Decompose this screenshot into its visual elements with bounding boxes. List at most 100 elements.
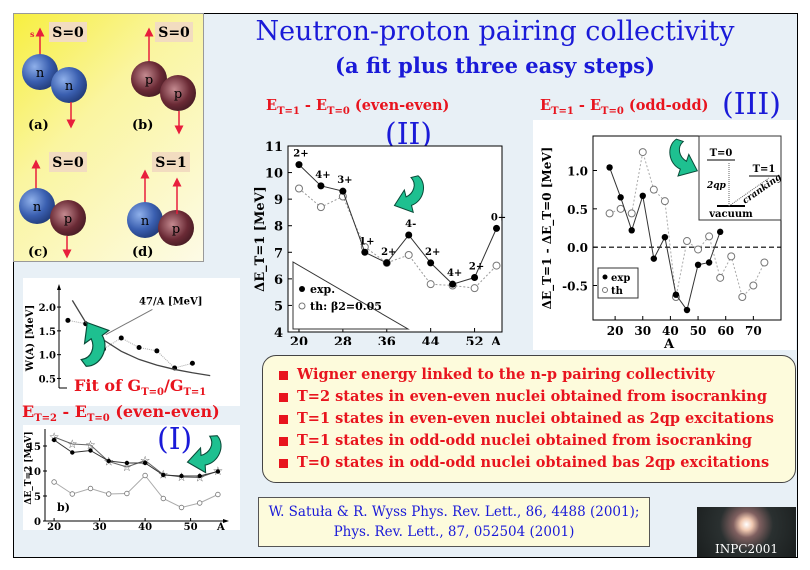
x-tick-label: 20 (290, 335, 308, 345)
th-stars-point: ☆ (67, 437, 78, 451)
summary-item: T=1 states in even-even nuclei obtained … (279, 408, 795, 430)
exp-point (694, 261, 702, 268)
exp-point (215, 469, 221, 474)
th-low-point (160, 495, 166, 502)
legend-marker (299, 286, 305, 292)
exp-point (661, 234, 669, 241)
wigner-data-line (67, 319, 193, 369)
point-label: 2+ (469, 262, 484, 273)
point-label: 4- (405, 219, 416, 230)
th-line (298, 188, 497, 289)
neutron-sphere (22, 54, 58, 90)
exp-point (650, 255, 658, 262)
th-point (727, 252, 736, 261)
exp-point (683, 306, 691, 314)
nucleon-label: p (64, 212, 72, 227)
legend-label: th (611, 286, 624, 297)
exp-point (361, 248, 369, 256)
y-tick-label: 5 (274, 299, 283, 314)
spin-label-bg (152, 152, 190, 172)
step-ii-heading: ET=1 - ET=0 (even-even) (266, 97, 450, 117)
th-low-point (215, 491, 221, 498)
nucleon-label: n (36, 66, 45, 81)
slide-subtitle: (a fit plus three easy steps) (335, 53, 655, 78)
inset-level-label: T=0 (710, 148, 733, 159)
th-stars-point: ☆ (140, 454, 151, 468)
wigner-data-point (154, 348, 160, 354)
bullet-square-icon (279, 392, 288, 402)
annotation-leader (105, 308, 153, 336)
curved-arrow-shape (80, 321, 111, 367)
y-tick-label: 10 (27, 467, 41, 478)
curved-arrow-icon (393, 175, 425, 214)
summary-box: Wigner energy linked to the n-p pairing … (262, 355, 796, 483)
th-point (649, 185, 658, 194)
legend-marker (298, 302, 306, 310)
nucleon-label: p (145, 73, 153, 88)
th-stars-line (53, 436, 219, 479)
th-point (716, 273, 725, 282)
spin-label-bg (49, 22, 87, 42)
x-tick-label: 70 (745, 324, 762, 338)
exp-point (427, 259, 435, 267)
y-axis-label: W(A) [MeV] (25, 305, 36, 373)
exp-point (705, 259, 713, 266)
exp-point (383, 259, 391, 267)
legend-label: th: β2=0.05 (310, 300, 382, 313)
reference-line-2: Phys. Rev. Lett., 87, 052504 (2001) (333, 524, 575, 540)
curved-arrow-shape (393, 175, 425, 214)
pairing-diagram-panel: S=0 s n n (a) S=0 p p (b) S=0 (13, 13, 204, 262)
y-tick-label: 2.0 (39, 303, 56, 314)
exp-point (339, 187, 347, 195)
summary-item: T=1 states in odd-odd nuclei obtained fr… (279, 430, 795, 452)
exp-point (317, 182, 325, 190)
y-tick-label: 1.5 (39, 327, 56, 338)
bullet-square-icon (279, 436, 288, 446)
y-tick-label: 1.0 (39, 351, 56, 362)
th-point (316, 203, 325, 212)
logo-text: INPC2001 (714, 542, 779, 556)
bullet-square-icon (279, 370, 288, 380)
x-axis-label: A (490, 335, 502, 345)
y-tick-label: 5 (34, 492, 41, 503)
point-label: 2+ (425, 247, 440, 258)
x-axis-label: A (663, 337, 675, 350)
th-low-point (51, 479, 57, 485)
th-stars-point: ☆ (49, 430, 60, 444)
y-axis-arrow-icon (57, 284, 61, 290)
y-axis-label: ΔE_T=1 [MeV] (253, 186, 268, 292)
x-tick-label: 30 (93, 522, 107, 530)
legend-box (597, 267, 639, 299)
neutron-sphere (19, 188, 55, 224)
legend-marker (602, 274, 608, 280)
th-point (616, 204, 625, 213)
th-point (470, 284, 479, 293)
th-low-point (142, 472, 148, 479)
chart-step-i-bg (23, 425, 240, 530)
th-point (760, 258, 769, 267)
panel-label: b) (57, 501, 70, 514)
wigner-data-point (65, 317, 71, 323)
th-point (627, 209, 636, 218)
exp-point (161, 472, 166, 478)
proton-sphere (160, 75, 196, 111)
wigner-data-point (136, 345, 142, 351)
legend-label: exp (611, 273, 630, 284)
legend-box (292, 261, 410, 330)
nucleon-label: p (172, 222, 180, 237)
x-tick-label: 20 (47, 522, 61, 530)
curved-arrow-shape (186, 435, 222, 474)
exp-line (53, 439, 219, 477)
conference-logo: INPC2001 (697, 507, 796, 557)
x-tick-label: 52 (466, 335, 484, 345)
pair-b: S=0 p p (b) (131, 22, 196, 135)
annotation-label: 47/A [MeV] (139, 297, 202, 308)
y-tick-label: 0.0 (567, 241, 588, 255)
exp-point (449, 280, 457, 288)
bullet-square-icon (279, 414, 288, 424)
th-low-point (105, 491, 112, 497)
point-label: 0+ (491, 212, 506, 223)
step-iii-label: (III) (722, 87, 781, 122)
y-tick-label: 6 (274, 273, 283, 288)
